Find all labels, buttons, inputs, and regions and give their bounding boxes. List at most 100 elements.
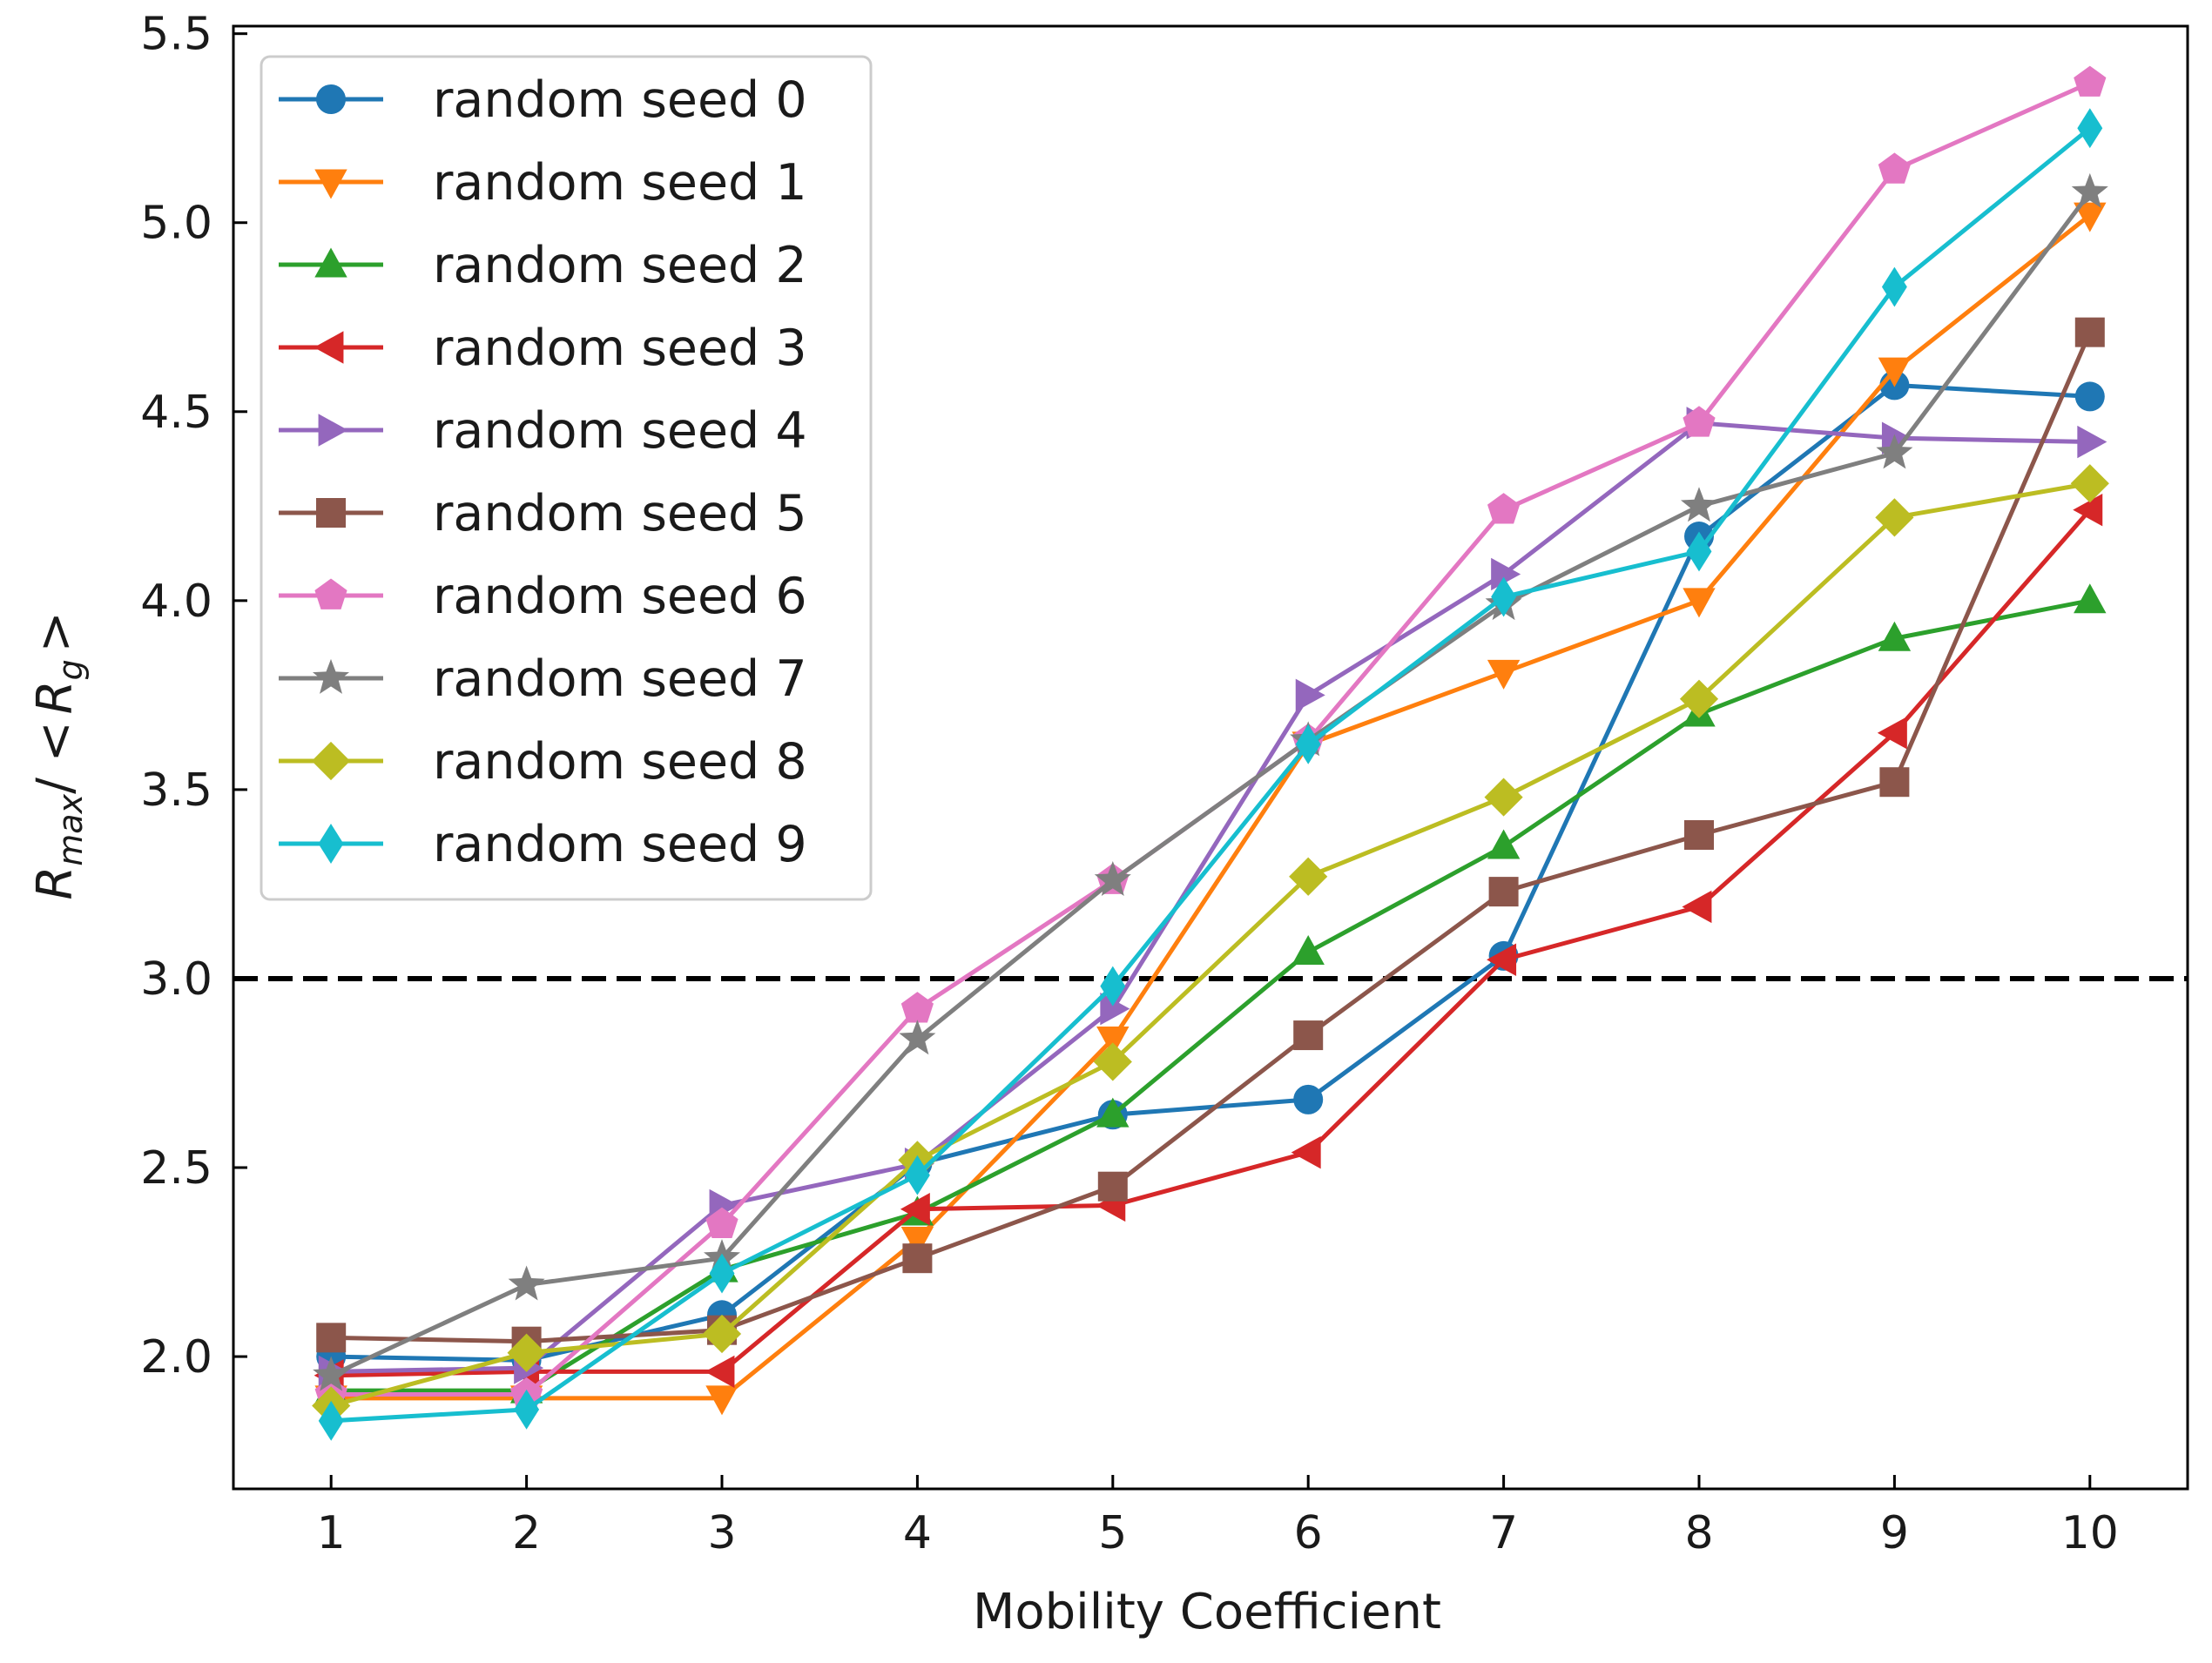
data-point: [1295, 724, 1321, 764]
data-point: [1878, 621, 1912, 651]
series-line: [331, 508, 2092, 1378]
data-point: [705, 1355, 735, 1389]
series-line: [331, 126, 2092, 1424]
legend-entry: random seed 5: [279, 485, 807, 542]
data-point: [2071, 172, 2108, 208]
series-line: [331, 213, 2092, 1401]
y-tick-label: 4.5: [140, 387, 212, 439]
data-point: [1686, 531, 1712, 572]
data-point: [1487, 659, 1521, 690]
legend-label: random seed 9: [433, 816, 807, 873]
data-point: [709, 1253, 735, 1294]
x-tick-label: 8: [1684, 1507, 1713, 1559]
data-point: [1491, 557, 1521, 591]
data-point: [1878, 152, 1911, 184]
legend-marker: [314, 331, 344, 364]
legend-marker: [312, 658, 350, 694]
data-point: [1683, 406, 1716, 437]
x-tick-label: 3: [707, 1507, 736, 1559]
legend-marker: [318, 824, 344, 864]
legend-label: random seed 5: [433, 485, 807, 542]
series-line: [330, 191, 2092, 1378]
data-point: [899, 1020, 936, 1055]
legend-frame: [260, 55, 873, 901]
legend-marker: [318, 414, 348, 447]
x-tick-label: 2: [512, 1507, 541, 1559]
data-point: [1096, 1097, 1130, 1128]
legend-entry: random seed 0: [279, 71, 807, 129]
x-tick-label: 7: [1489, 1507, 1518, 1559]
data-point: [318, 1400, 344, 1441]
data-point: [904, 1155, 930, 1195]
series-line: [331, 598, 2091, 1393]
series-layer: [312, 65, 2109, 1441]
data-point: [702, 1314, 742, 1354]
legend-marker: [311, 741, 351, 781]
data-point: [1293, 1084, 1324, 1114]
data-point: [507, 1333, 546, 1372]
data-point: [1879, 767, 1910, 798]
legend-entry: random seed 8: [279, 733, 807, 791]
legend-marker: [314, 578, 347, 609]
data-point: [1100, 992, 1130, 1026]
legend-label: random seed 4: [433, 402, 807, 460]
legend: random seed 0 random seed 1 random seed 2 r…: [260, 55, 873, 901]
x-tick-label: 9: [1880, 1507, 1909, 1559]
data-point: [2074, 583, 2107, 614]
data-point: [1289, 857, 1328, 896]
data-point: [1684, 819, 1714, 850]
legend-label: random seed 2: [433, 237, 807, 294]
data-point: [2077, 425, 2107, 459]
data-point: [705, 1207, 738, 1238]
data-point: [1877, 717, 1907, 750]
data-point: [1491, 576, 1517, 617]
data-point: [2074, 381, 2105, 412]
data-point: [2070, 464, 2109, 503]
x-tick-label: 5: [1098, 1507, 1127, 1559]
legend-entry: random seed 9: [279, 816, 807, 873]
data-point: [1679, 679, 1719, 718]
data-point: [705, 1385, 738, 1416]
data-point: [1293, 1020, 1324, 1051]
legend-marker: [314, 247, 347, 278]
data-point: [316, 1323, 347, 1353]
data-point: [1096, 1026, 1130, 1056]
data-point: [1680, 487, 1718, 522]
legend-label: random seed 1: [433, 154, 807, 212]
data-point: [900, 1193, 930, 1226]
data-point: [902, 1243, 933, 1274]
series-line: [331, 331, 2093, 1344]
data-point: [1881, 421, 1912, 454]
y-tick-label: 3.5: [140, 764, 212, 817]
data-point: [1487, 829, 1521, 859]
data-point: [900, 992, 934, 1023]
data-point: [2074, 65, 2107, 97]
legend-label: random seed 6: [433, 568, 807, 625]
y-tick-label: 5.0: [140, 198, 212, 250]
y-tick-label: 4.0: [140, 576, 212, 628]
x-tick-label: 6: [1294, 1507, 1323, 1559]
legend-label: random seed 7: [433, 650, 807, 708]
data-point: [1291, 935, 1325, 966]
x-tick-label: 10: [2061, 1507, 2119, 1559]
data-point: [313, 1356, 350, 1391]
x-tick-label: 1: [317, 1507, 346, 1559]
axes-frame: [232, 24, 2189, 1491]
y-tick-label: 5.5: [140, 9, 212, 61]
series-line: [331, 421, 2090, 1374]
data-point: [1097, 1171, 1128, 1202]
data-point: [1484, 778, 1523, 817]
legend-entry: random seed 1: [279, 154, 807, 212]
axes-layer: 1 2 3 4 5 6 7 8 9 10 2.0 2.5 3.0 3.5 4.0 4.5 5.0 5.5: [140, 9, 2189, 1559]
data-point: [2074, 317, 2105, 347]
data-point: [1881, 266, 1907, 307]
data-point: [1878, 357, 1912, 387]
y-tick-label: 2.0: [140, 1331, 212, 1384]
data-point: [1291, 1135, 1321, 1169]
data-point: [1876, 434, 1913, 469]
data-point: [2077, 108, 2103, 149]
series-seed-9: [318, 108, 2103, 1441]
legend-label: random seed 3: [433, 320, 807, 377]
data-point: [1100, 966, 1126, 1007]
